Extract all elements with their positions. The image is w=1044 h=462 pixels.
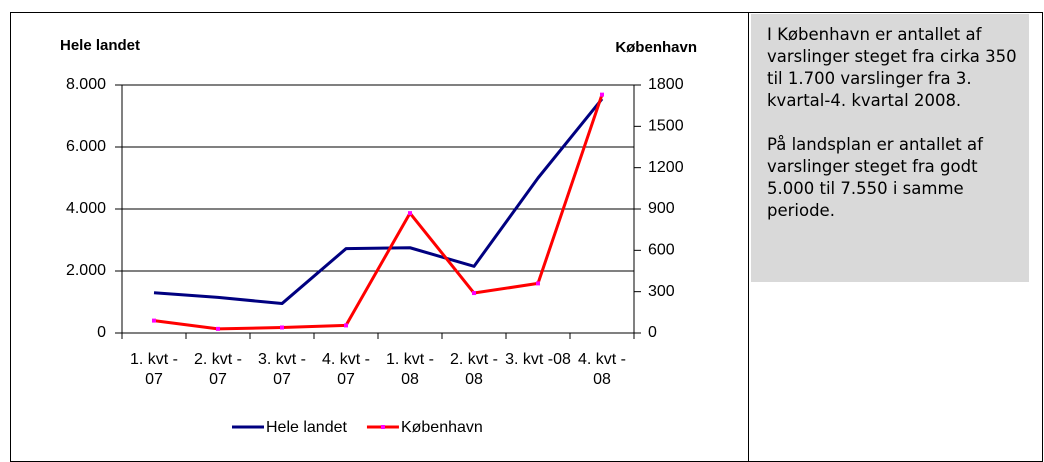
- y-tick-label: 8.000: [66, 76, 106, 93]
- y2-tick-label: 900: [648, 200, 675, 217]
- note-box: I København er antallet af varslinger st…: [751, 14, 1029, 282]
- note-paragraph: På landsplan er antallet af varslinger s…: [767, 135, 983, 220]
- x-tick-label: 3. kvt - 07: [257, 351, 306, 388]
- legend-label: København: [401, 419, 483, 436]
- y-tick-label: 2.000: [66, 262, 106, 279]
- x-tick-label: 3. kvt -08: [505, 351, 571, 368]
- y2-tick-label: 1200: [648, 159, 684, 176]
- y-tick-label: 4.000: [66, 200, 106, 217]
- y2-tick-label: 600: [648, 242, 675, 259]
- x-tick-label: 2. kvt - 07: [193, 351, 242, 388]
- y-tick-label: 6.000: [66, 138, 106, 155]
- x-tick-label: 4. kvt - 07: [321, 351, 370, 388]
- point-marker: [472, 291, 476, 296]
- series-line: [153, 98, 604, 306]
- note-paragraph: I København er antallet af varslinger st…: [767, 25, 1017, 110]
- x-tick-label: 1. kvt - 08: [385, 351, 434, 388]
- point-marker: [408, 211, 412, 216]
- legend-label: Hele landet: [266, 419, 348, 436]
- y2-tick-label: 1500: [648, 118, 684, 135]
- y2-tick-label: 300: [648, 283, 675, 300]
- point-marker: [152, 318, 156, 323]
- y-axis-title: Hele landet: [60, 37, 140, 54]
- y2-tick-label: 0: [648, 324, 657, 341]
- x-tick-label: 1. kvt - 07: [129, 351, 178, 388]
- y2-tick-label: 1800: [648, 76, 684, 93]
- point-marker: [216, 326, 220, 331]
- series-line: [153, 94, 604, 331]
- x-tick-label: 2. kvt - 08: [449, 351, 498, 388]
- y2-axis-title: København: [615, 39, 697, 56]
- legend-marker: [380, 425, 385, 429]
- point-marker: [536, 281, 540, 286]
- point-marker: [344, 323, 348, 328]
- x-tick-label: 4. kvt - 08: [577, 351, 626, 388]
- point-marker: [600, 92, 604, 97]
- y-tick-label: 0: [97, 324, 106, 341]
- point-marker: [280, 325, 284, 330]
